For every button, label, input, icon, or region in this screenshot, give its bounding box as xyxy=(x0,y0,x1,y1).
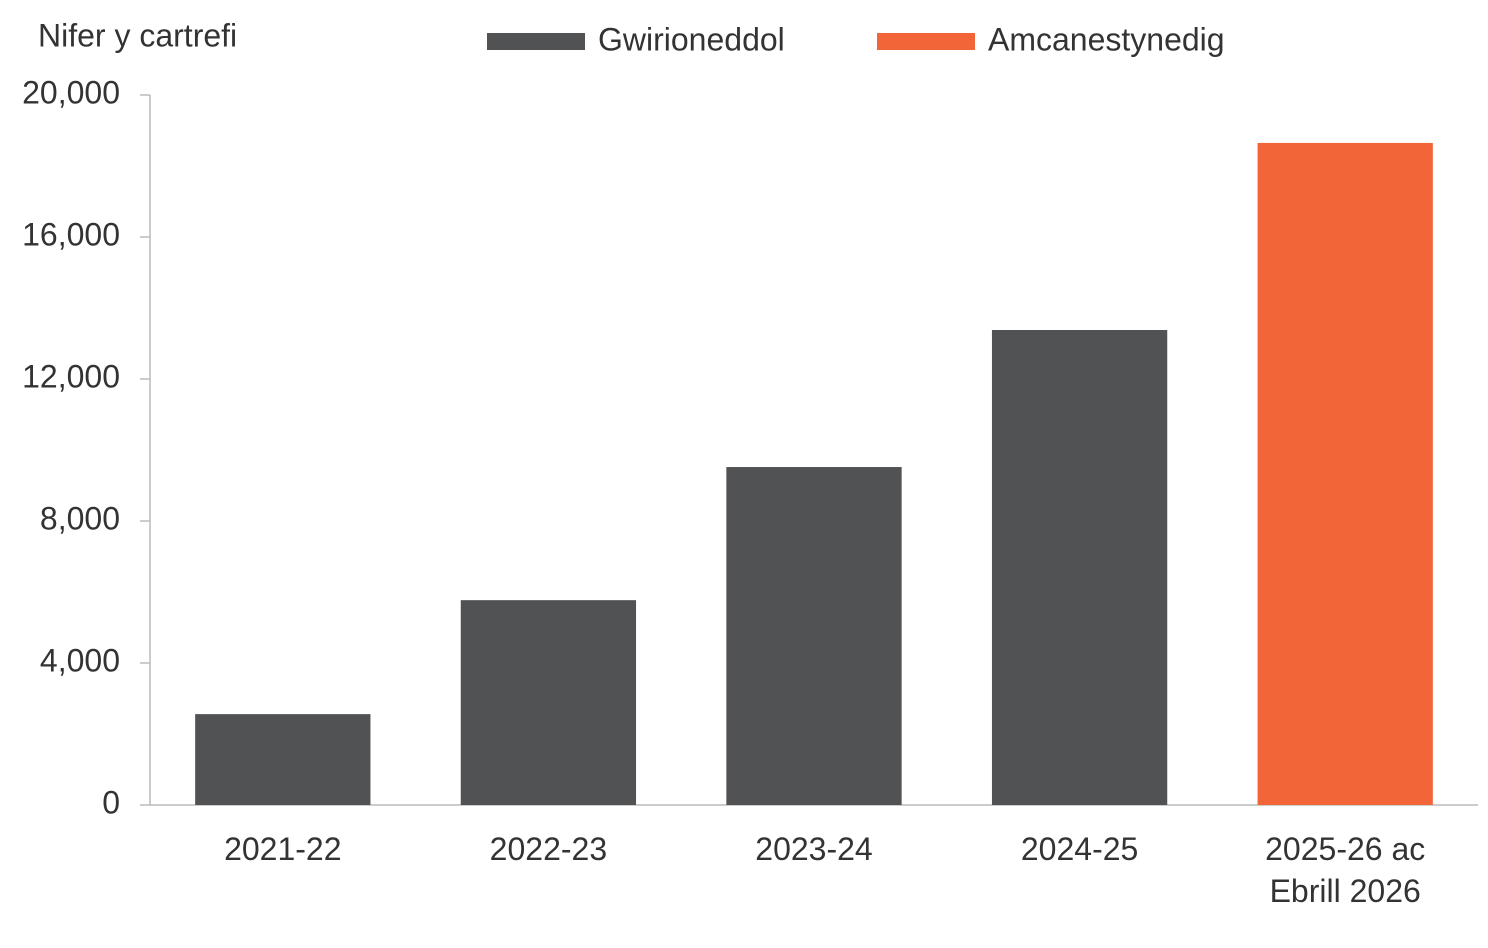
y-tick-label: 16,000 xyxy=(22,216,120,252)
bar xyxy=(726,467,902,805)
legend-swatch xyxy=(877,33,975,50)
y-tick-label: 12,000 xyxy=(22,358,120,394)
x-tick-label: 2021-22 xyxy=(224,831,342,867)
legend-label: Amcanestynedig xyxy=(988,21,1225,57)
y-tick-label: 20,000 xyxy=(22,74,120,110)
bar xyxy=(1257,142,1433,806)
y-tick-label: 8,000 xyxy=(40,500,120,536)
bar xyxy=(460,600,637,805)
x-tick-label: 2025-26 ac Ebrill 2026 xyxy=(1265,831,1426,909)
x-tick-label: 2024-25 xyxy=(1020,831,1139,867)
legend-label: Gwirioneddol xyxy=(598,21,785,57)
x-tick-label: 2022-23 xyxy=(489,831,608,867)
x-tick-label: 2023-24 xyxy=(755,831,873,867)
y-axis-title: Nifer y cartrefi xyxy=(38,17,237,53)
y-tick-label: 0 xyxy=(102,784,120,820)
y-tick-label: 4,000 xyxy=(40,642,120,678)
bar xyxy=(195,714,371,805)
legend-swatch xyxy=(487,33,585,50)
bar xyxy=(991,330,1168,805)
